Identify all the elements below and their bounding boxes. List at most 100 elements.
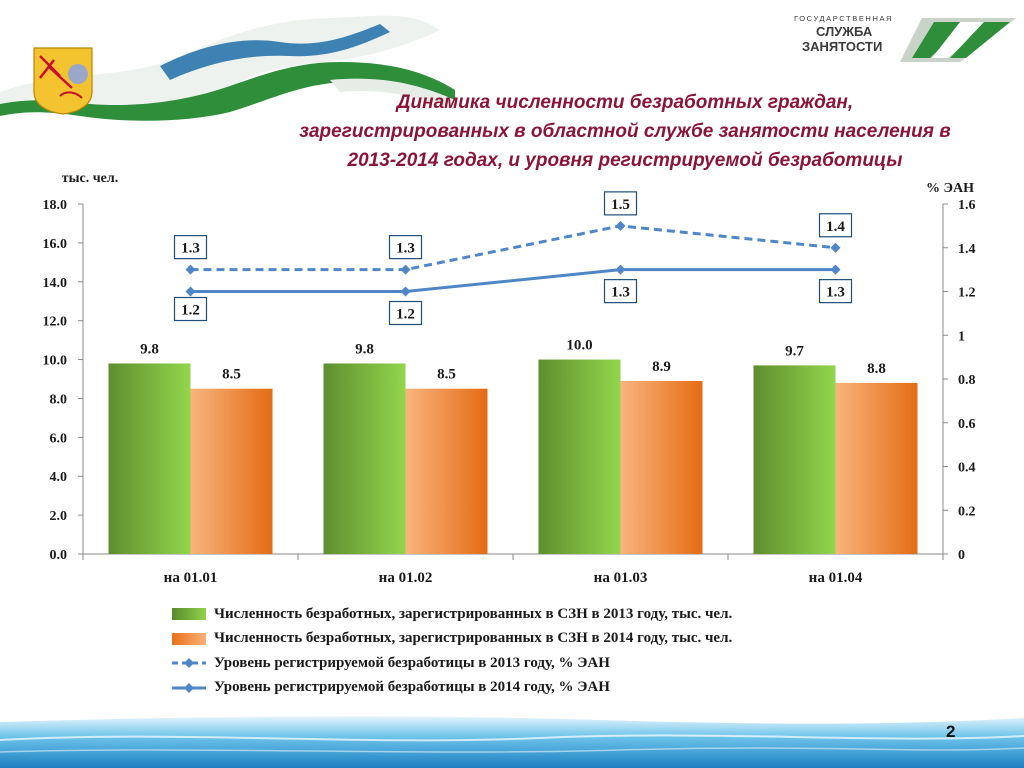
bar-2013-value-label: 9.8 <box>355 341 374 357</box>
ribbon-flag <box>0 15 455 121</box>
legend-swatch-orange <box>172 632 206 645</box>
chart-lines <box>185 220 841 297</box>
line-2013-value-label-group: 1.3 <box>388 235 423 260</box>
chart-bars <box>108 359 918 554</box>
line-2014-value-label-box <box>603 279 638 304</box>
y-left-tick-label: 4.0 <box>50 470 68 485</box>
legend-label: Численность безработных, зарегистрирован… <box>214 605 733 622</box>
line-2013-value-label-box <box>173 235 208 260</box>
line-2014-marker <box>615 264 626 275</box>
bar-2013-value-label: 9.8 <box>140 341 159 357</box>
y-left-tick-label: 16.0 <box>43 237 68 252</box>
y-left-tick-label: 6.0 <box>50 431 68 446</box>
y-left-tick-label: 10.0 <box>43 354 68 369</box>
bar-2013-value-label: 9.7 <box>785 343 804 359</box>
line-2013-marker <box>830 242 841 253</box>
x-tick-label: на 01.04 <box>809 570 863 586</box>
legend-item-bars-2014: Численность безработных, зарегистрирован… <box>172 627 732 652</box>
y-right-tick-label: 1.4 <box>958 242 976 257</box>
bar-2013-value-label: 10.0 <box>566 338 592 354</box>
bar-2014 <box>835 382 918 554</box>
line-2014-marker <box>830 264 841 275</box>
bar-2013 <box>753 365 836 554</box>
legend-item-bars-2013: Численность безработных, зарегистрирован… <box>172 602 732 627</box>
logo-line-3: ЗАНЯТОСТИ <box>802 39 883 54</box>
y-right-tick-label: 1 <box>958 329 965 344</box>
page-number: 2 <box>946 722 956 741</box>
y-left-tick-label: 0.0 <box>50 548 68 563</box>
bar-2014 <box>405 388 488 554</box>
bar-2013 <box>538 359 621 554</box>
line-2013-value-label: 1.5 <box>611 197 630 213</box>
bar-2014 <box>190 388 273 554</box>
y-left-tick-label: 2.0 <box>50 509 68 524</box>
legend-label: Численность безработных, зарегистрирован… <box>214 630 733 647</box>
y-axis-left-label: тыс. чел. <box>62 171 119 186</box>
line-2013-value-label-box <box>388 235 423 260</box>
y-right-tick-label: 1.2 <box>958 286 976 301</box>
slide-title-line-3: 2013-2014 годах, и уровня регистрируемой… <box>347 150 903 171</box>
bar-2014 <box>620 380 703 554</box>
line-2013-value-label: 1.4 <box>826 219 845 235</box>
line-2014-value-label: 1.2 <box>181 303 200 319</box>
line-2013-value-label-box <box>603 191 638 216</box>
line-2013-marker <box>185 264 196 275</box>
legend-label: Уровень регистрируемой безработицы в 201… <box>214 654 610 671</box>
y-right-tick-label: 0.4 <box>958 461 976 476</box>
bar-2014-value-label: 8.8 <box>867 361 886 377</box>
slide-title-line-2: зарегистрированных в областной службе за… <box>299 121 951 142</box>
y-left-tick-label: 14.0 <box>43 276 68 291</box>
chart-axes: 0.0 2.0 4.0 6.0 8.0 10.0 12.0 14.0 16.0 18.0 0 0.2 0… <box>43 198 976 586</box>
water-band <box>0 716 1024 768</box>
bar-2014-value-label: 8.5 <box>222 367 241 383</box>
legend-item-line-2013: Уровень регистрируемой безработицы в 201… <box>172 651 732 676</box>
line-2013-dashed <box>190 224 836 272</box>
line-2013-value-label-group: 1.4 <box>818 213 853 238</box>
line-2014-value-label-box <box>818 279 853 304</box>
line-2014-value-label-group: 1.2 <box>388 300 423 326</box>
legend-swatch-solid-line <box>172 682 206 693</box>
line-2013-marker <box>615 220 626 231</box>
line-2013-value-label-box <box>818 213 853 238</box>
line-2014-value-label-box <box>388 300 423 326</box>
employment-service-logo: ГОСУДАРСТВЕННАЯ СЛУЖБА ЗАНЯТОСТИ <box>794 14 912 54</box>
x-tick-label: на 01.03 <box>594 570 648 586</box>
line-2013-value-label: 1.3 <box>396 241 415 257</box>
chart-legend: Численность безработных, зарегистрирован… <box>172 602 732 700</box>
line-2014-value-label: 1.3 <box>826 285 845 301</box>
line-2014-value-label: 1.2 <box>396 307 415 323</box>
employment-service-logo-icon <box>900 18 1016 62</box>
y-right-tick-label: 0 <box>958 548 965 563</box>
line-2014-value-label-box <box>173 296 208 322</box>
y-left-tick-label: 8.0 <box>50 392 68 407</box>
line-2013-marker <box>400 264 411 275</box>
line-2014-value-label-group: 1.3 <box>818 279 853 304</box>
x-tick-label: на 01.02 <box>379 570 433 586</box>
line-2013-value-label-group: 1.5 <box>603 191 638 216</box>
legend-swatch-green <box>172 608 206 621</box>
bar-2014-value-label: 8.9 <box>652 359 671 375</box>
slide-title: Динамика численности безработных граждан… <box>260 88 990 175</box>
logo-line-2: СЛУЖБА <box>816 24 873 39</box>
chart-data-labels: 9.8 8.5 9.8 8.5 10.0 8.9 9.7 8.8 1.3 1.3 1.5 1.4 1.2… <box>140 191 886 383</box>
y-left-tick-label: 12.0 <box>43 315 68 330</box>
legend-swatch-dashed-line <box>172 658 206 669</box>
y-right-tick-label: 0.8 <box>958 373 976 388</box>
y-right-tick-label: 0.2 <box>958 504 976 519</box>
slide-title-line-1: Динамика численности безработных граждан… <box>396 92 854 113</box>
bar-2014-value-label: 8.5 <box>437 367 456 383</box>
line-2013-value-label-group: 1.3 <box>173 235 208 260</box>
legend-label: Уровень регистрируемой безработицы в 201… <box>214 679 610 696</box>
bar-2013 <box>108 363 191 554</box>
y-right-tick-label: 1.6 <box>958 198 976 213</box>
line-2013-value-label: 1.3 <box>181 241 200 257</box>
line-2014-solid <box>190 268 836 293</box>
line-2014-value-label-group: 1.3 <box>603 279 638 304</box>
logo-line-1: ГОСУДАРСТВЕННАЯ <box>794 14 894 23</box>
line-2014-marker <box>400 286 411 297</box>
bar-2013 <box>323 363 406 554</box>
line-2014-value-label: 1.3 <box>611 285 630 301</box>
coat-of-arms-icon <box>33 47 93 115</box>
y-right-tick-label: 0.6 <box>958 417 976 432</box>
